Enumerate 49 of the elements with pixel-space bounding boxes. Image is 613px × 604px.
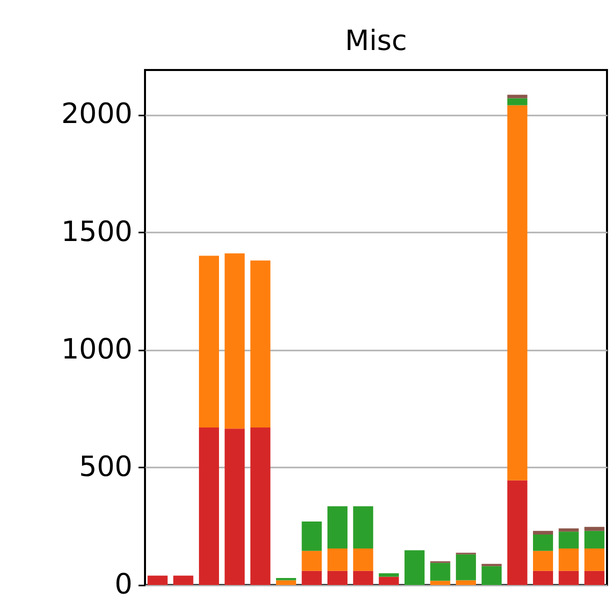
bar: [378, 576, 399, 585]
bar: [378, 573, 399, 577]
bar: [250, 427, 270, 585]
bar: [250, 260, 270, 428]
bar: [584, 530, 604, 549]
bar: [456, 554, 476, 580]
bar: [533, 550, 554, 571]
bar: [224, 428, 245, 585]
bar: [533, 570, 554, 585]
bar: [302, 522, 322, 551]
bar: [558, 528, 579, 532]
bar: [404, 550, 425, 585]
bar: [302, 550, 322, 571]
bar: [558, 570, 579, 585]
bar: [430, 562, 450, 581]
chart-title: Misc: [345, 24, 407, 57]
bar: [302, 570, 322, 585]
bar: [198, 427, 219, 585]
bar: [353, 548, 374, 571]
bar: [353, 506, 374, 549]
bar: [276, 580, 296, 585]
bar: [198, 256, 219, 428]
bar: [533, 534, 554, 551]
bar: [173, 576, 194, 585]
bar: [327, 548, 348, 571]
bar: [533, 530, 554, 534]
bar: [584, 548, 604, 571]
bar: [584, 570, 604, 585]
bar: [507, 105, 528, 480]
y-tick-label: 500: [79, 450, 132, 483]
bar: [148, 576, 168, 585]
bar: [558, 532, 579, 549]
bar: [507, 98, 528, 106]
bar: [507, 480, 528, 585]
bar: [224, 253, 245, 429]
bar: [482, 566, 502, 585]
bar: [327, 506, 348, 549]
bar: [558, 548, 579, 571]
bar: [276, 578, 296, 580]
bar: [584, 526, 604, 531]
bar: [456, 580, 476, 585]
bar: [507, 94, 528, 98]
y-tick-label: 1500: [61, 214, 132, 248]
bar: [430, 580, 450, 585]
y-tick-label: 2000: [61, 97, 132, 130]
y-tick-label: 1000: [61, 332, 132, 366]
bar: [353, 570, 374, 585]
y-tick-label: 0: [114, 568, 132, 600]
bar: [327, 570, 348, 585]
